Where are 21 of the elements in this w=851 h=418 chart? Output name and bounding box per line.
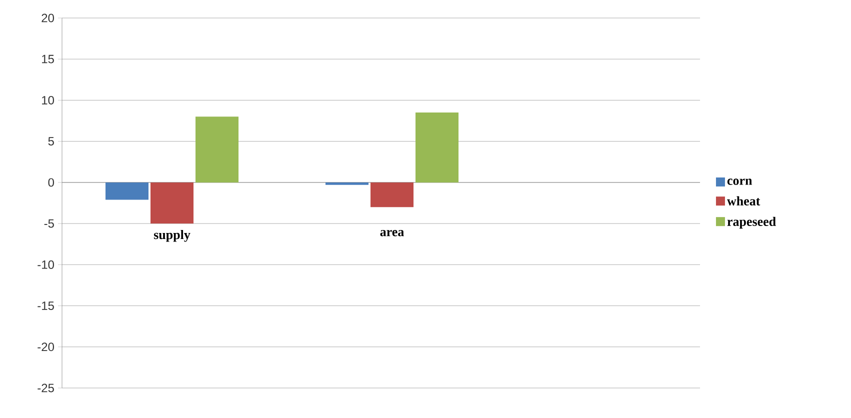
legend-label: wheat <box>727 196 760 206</box>
bar <box>416 112 459 182</box>
y-tick-label: 10 <box>42 96 54 104</box>
y-tick-label: 20 <box>42 14 54 22</box>
y-tick-label: -25 <box>38 384 54 392</box>
y-tick-label: -5 <box>44 219 54 228</box>
bar <box>150 182 194 224</box>
bar <box>196 116 239 182</box>
bar <box>106 182 148 200</box>
y-tick-label: -20 <box>38 342 54 352</box>
y-tick-label: -15 <box>38 302 54 310</box>
x-tick-label: area <box>380 230 404 236</box>
y-tick-label: 0 <box>48 178 54 187</box>
legend-label: corn <box>727 178 752 185</box>
bar <box>326 182 369 185</box>
y-tick-label: -10 <box>38 260 54 269</box>
y-tick-label: 15 <box>42 54 54 64</box>
x-tick-label: supply <box>154 230 190 242</box>
legend-label: rapeseed <box>727 216 776 229</box>
bar <box>370 182 414 208</box>
y-tick-label: 5 <box>48 137 54 146</box>
